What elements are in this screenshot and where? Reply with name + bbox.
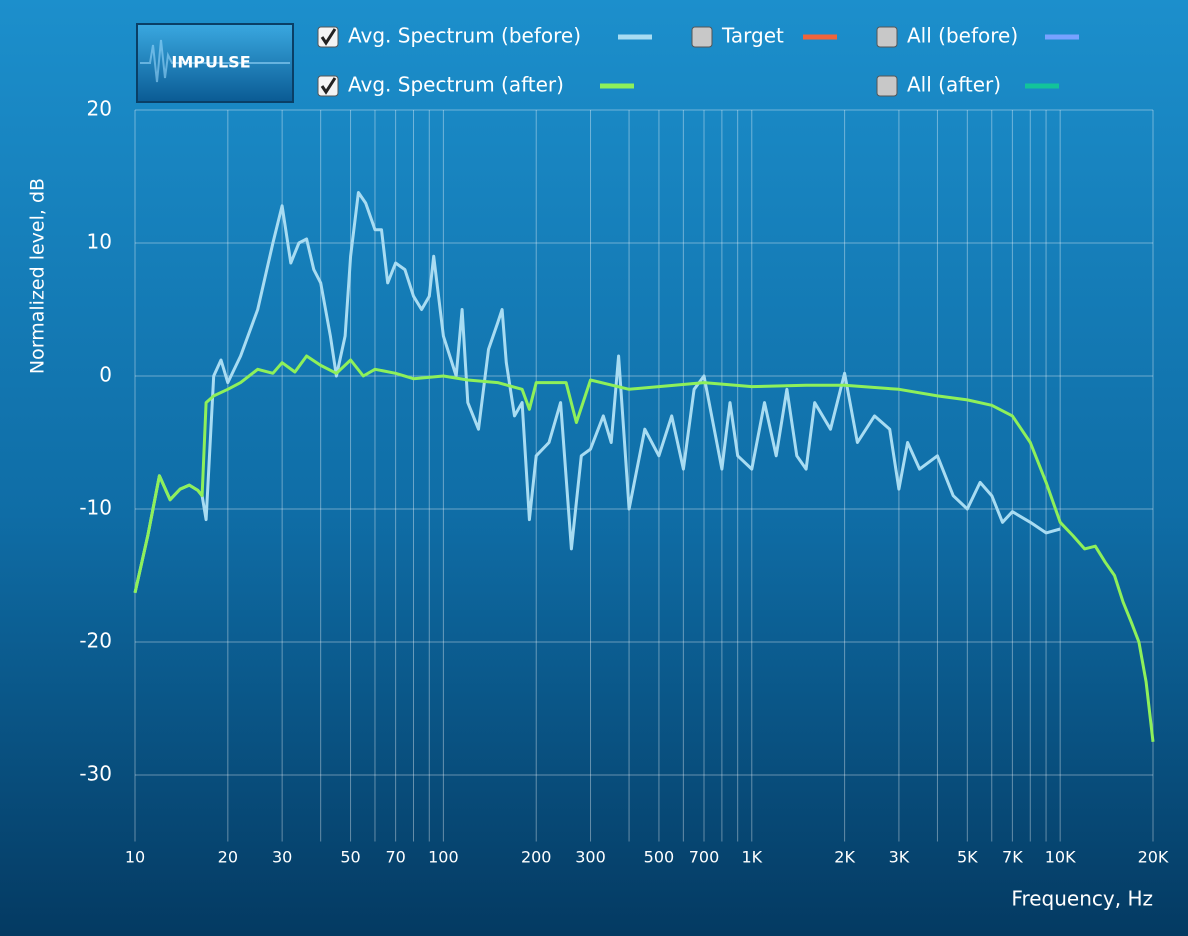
x-tick-label: 5K (957, 848, 978, 867)
x-tick-label: 200 (521, 848, 552, 867)
legend-checkbox[interactable] (691, 26, 713, 48)
button-icon (140, 39, 290, 83)
y-axis-label: Normalized level, dB (27, 178, 49, 374)
legend-item[interactable]: Target (691, 24, 837, 48)
x-tick-label: 70 (385, 848, 405, 867)
y-tick-label: 20 (87, 97, 112, 121)
x-tick-label: 7K (1002, 848, 1023, 867)
legend-label: Target (721, 24, 784, 48)
series-line (133, 191, 1061, 594)
x-tick-label: 30 (272, 848, 292, 867)
legend-check (320, 77, 337, 95)
legend-item[interactable]: All (after) (876, 73, 1059, 97)
y-tick-label: -20 (79, 629, 112, 653)
x-tick-label: 3K (889, 848, 910, 867)
x-tick-label: 10 (125, 848, 145, 867)
impulse-button[interactable]: IMPULSE (136, 23, 294, 103)
x-tick-label: 1K (741, 848, 762, 867)
legend-checkbox[interactable] (876, 75, 898, 97)
legend-check (320, 28, 337, 46)
x-tick-label: 700 (689, 848, 720, 867)
legend-label: Avg. Spectrum (after) (348, 73, 564, 97)
legend-item[interactable]: Avg. Spectrum (after) (317, 73, 634, 97)
x-tick-label: 20 (218, 848, 238, 867)
button-label[interactable]: IMPULSE (171, 53, 250, 72)
x-tick-label: 2K (834, 848, 855, 867)
legend-label: All (before) (907, 24, 1018, 48)
x-tick-label: 20K (1138, 848, 1169, 867)
x-tick-label: 50 (340, 848, 360, 867)
y-tick-label: 10 (87, 230, 112, 254)
y-tick-label: -10 (79, 496, 112, 520)
series-line (133, 354, 1155, 742)
x-tick-label: 100 (428, 848, 459, 867)
x-tick-label: 10K (1045, 848, 1076, 867)
y-tick-label: 0 (99, 363, 112, 387)
x-axis-label: Frequency, Hz (1011, 887, 1153, 911)
legend-item[interactable]: All (before) (876, 24, 1079, 48)
y-tick-label: -30 (79, 762, 112, 786)
legend-label: Avg. Spectrum (before) (348, 24, 581, 48)
x-tick-label: 500 (644, 848, 675, 867)
legend-item[interactable]: Avg. Spectrum (before) (317, 24, 652, 48)
legend-label: All (after) (907, 73, 1001, 97)
x-tick-label: 300 (575, 848, 606, 867)
legend-checkbox[interactable] (876, 26, 898, 48)
